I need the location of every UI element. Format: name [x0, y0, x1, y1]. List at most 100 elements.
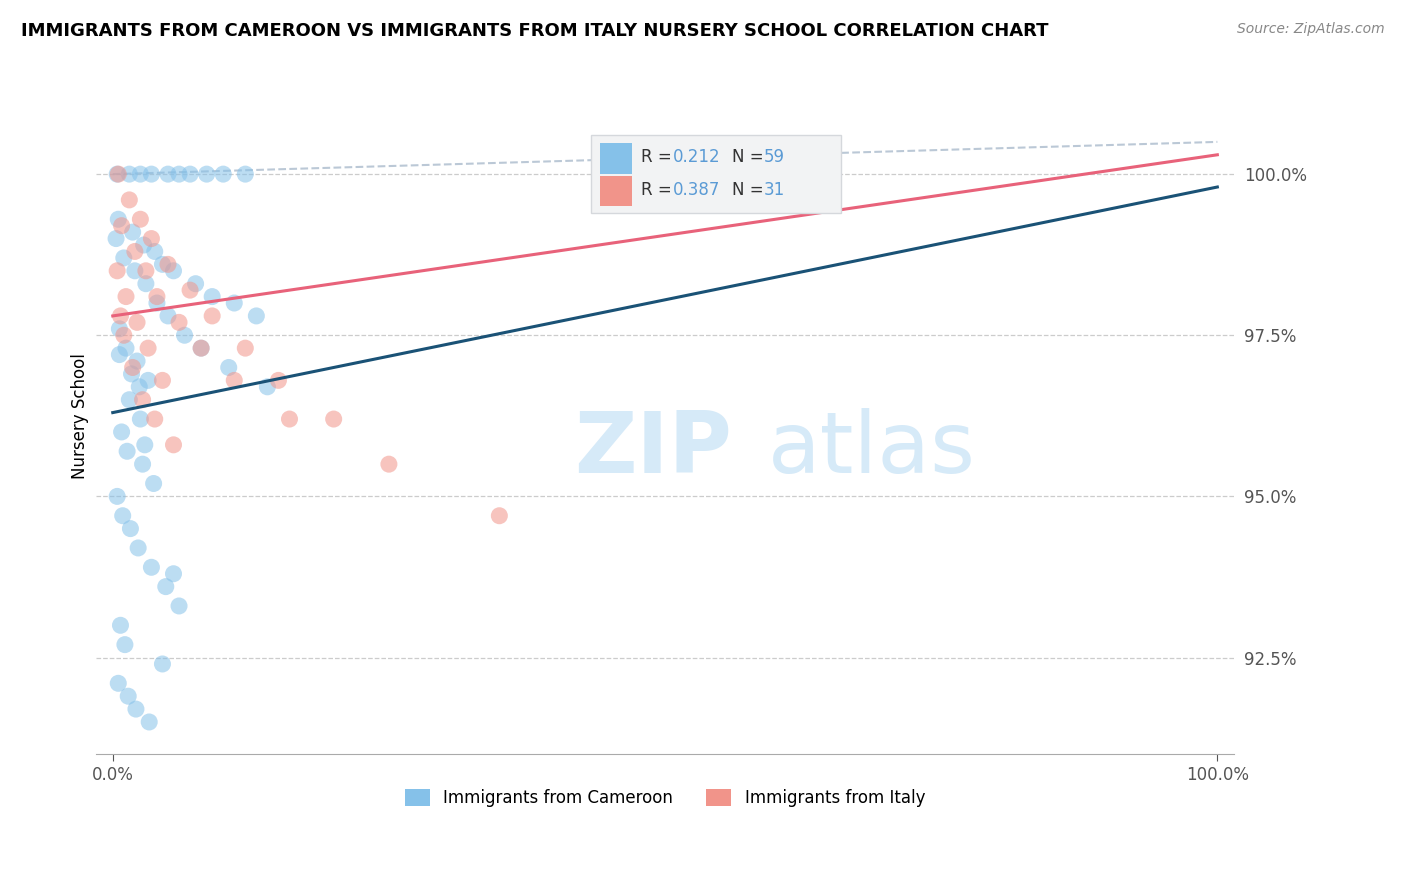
Point [162, 438, 184, 452]
Point [143, 244, 166, 259]
Point [233, 167, 256, 181]
Point [110, 219, 132, 233]
FancyBboxPatch shape [591, 135, 841, 213]
Point [167, 167, 190, 181]
Point [142, 476, 165, 491]
Text: N =: N = [733, 181, 769, 200]
Text: R =: R = [641, 147, 678, 166]
Point [121, 367, 143, 381]
Point [378, 457, 401, 471]
Point [138, 714, 160, 729]
Point [162, 264, 184, 278]
Point [179, 167, 201, 181]
Point [107, 676, 129, 690]
Point [190, 341, 212, 355]
Point [115, 289, 138, 303]
Point [110, 425, 132, 439]
Point [179, 283, 201, 297]
Point [105, 264, 128, 278]
Point [322, 412, 344, 426]
Point [105, 231, 128, 245]
Y-axis label: Nursery School: Nursery School [72, 353, 89, 479]
Point [162, 566, 184, 581]
Point [114, 638, 136, 652]
Point [143, 412, 166, 426]
Point [129, 167, 152, 181]
Point [131, 457, 153, 471]
Point [201, 289, 224, 303]
Text: atlas: atlas [768, 409, 976, 491]
Point [156, 257, 179, 271]
Point [224, 296, 246, 310]
Point [125, 702, 148, 716]
Point [107, 167, 129, 181]
Point [152, 657, 174, 671]
Point [124, 244, 146, 259]
Point [124, 264, 146, 278]
Bar [600, 176, 633, 206]
Point [167, 599, 190, 613]
Point [136, 341, 159, 355]
Point [224, 373, 246, 387]
Bar [600, 143, 633, 174]
Text: R =: R = [641, 181, 678, 200]
Text: ZIP: ZIP [574, 409, 731, 491]
Point [245, 309, 267, 323]
Point [121, 360, 143, 375]
Point [112, 251, 135, 265]
Point [156, 167, 179, 181]
Point [141, 167, 163, 181]
Point [136, 373, 159, 387]
Point [267, 373, 290, 387]
Point [135, 264, 157, 278]
Point [190, 341, 212, 355]
Point [155, 580, 177, 594]
Point [129, 412, 152, 426]
Text: 0.212: 0.212 [673, 147, 721, 166]
Point [128, 380, 150, 394]
Point [108, 348, 131, 362]
Point [132, 238, 155, 252]
Point [152, 257, 174, 271]
Point [278, 412, 301, 426]
Point [156, 309, 179, 323]
Point [111, 508, 134, 523]
Point [233, 341, 256, 355]
Point [112, 328, 135, 343]
Point [110, 309, 132, 323]
Point [115, 341, 138, 355]
Point [173, 328, 195, 343]
Point [146, 296, 169, 310]
Point [141, 231, 163, 245]
Point [152, 373, 174, 387]
Point [195, 167, 218, 181]
Point [120, 522, 142, 536]
Point [115, 444, 138, 458]
Point [105, 489, 128, 503]
Point [118, 167, 141, 181]
Point [488, 508, 510, 523]
Point [121, 225, 143, 239]
Point [117, 689, 139, 703]
Point [167, 315, 190, 329]
Point [125, 315, 148, 329]
Text: 59: 59 [763, 147, 785, 166]
Point [131, 392, 153, 407]
Point [118, 193, 141, 207]
Point [218, 360, 240, 375]
Point [212, 167, 235, 181]
Point [127, 541, 149, 555]
Text: 31: 31 [763, 181, 786, 200]
Point [134, 438, 156, 452]
Point [129, 212, 152, 227]
Point [110, 618, 132, 632]
Point [135, 277, 157, 291]
Point [146, 289, 169, 303]
Point [108, 322, 131, 336]
Point [125, 354, 148, 368]
Text: N =: N = [733, 147, 769, 166]
Legend: Immigrants from Cameroon, Immigrants from Italy: Immigrants from Cameroon, Immigrants fro… [398, 782, 932, 814]
Text: Source: ZipAtlas.com: Source: ZipAtlas.com [1237, 22, 1385, 37]
Point [201, 309, 224, 323]
Point [141, 560, 163, 574]
